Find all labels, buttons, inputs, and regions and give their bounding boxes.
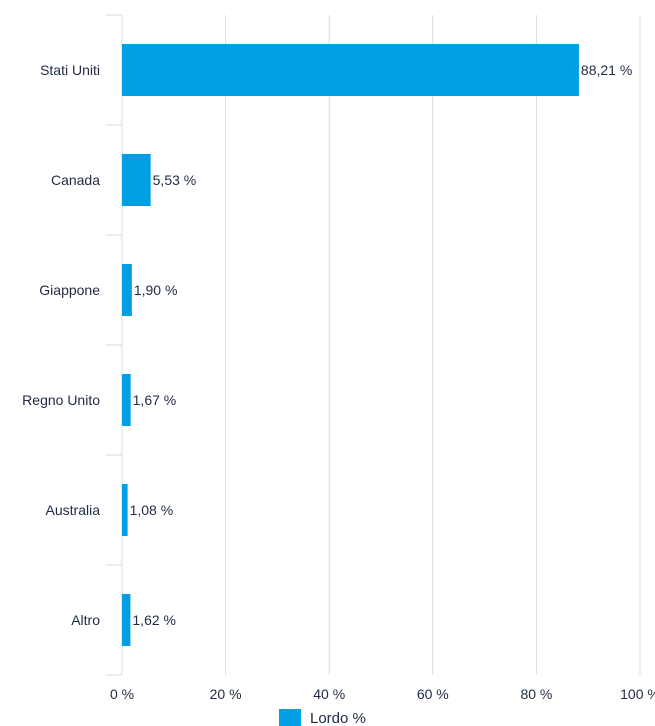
labels-layer: 0 % 20 % 40 % 60 % 80 % 100 % Stati Uniti 88,21… (22, 62, 655, 702)
data-label: 1,67 % (133, 392, 177, 408)
x-tick-label: 60 % (417, 686, 449, 702)
bar[interactable] (122, 44, 579, 96)
legend[interactable]: Lordo % (279, 709, 366, 726)
bar[interactable] (122, 374, 131, 426)
data-label: 5,53 % (153, 172, 197, 188)
data-label: 1,62 % (132, 612, 176, 628)
x-tick-label: 0 % (110, 686, 134, 702)
bar[interactable] (122, 484, 128, 536)
category-label: Stati Uniti (40, 62, 100, 78)
x-tick-label: 100 % (620, 686, 655, 702)
x-tick-label: 80 % (520, 686, 552, 702)
category-label: Giappone (39, 282, 100, 298)
data-label: 1,90 % (134, 282, 178, 298)
grid-layer (106, 14, 641, 676)
data-label: 1,08 % (130, 502, 174, 518)
bar[interactable] (122, 264, 132, 316)
bar[interactable] (122, 154, 151, 206)
category-label: Canada (51, 172, 100, 188)
bars-layer (122, 44, 579, 646)
bar[interactable] (122, 594, 131, 646)
category-label: Regno Unito (22, 392, 100, 408)
data-label: 88,21 % (581, 62, 632, 78)
x-tick-label: 40 % (313, 686, 345, 702)
legend-swatch (279, 709, 301, 726)
category-label: Altro (71, 612, 100, 628)
x-tick-label: 20 % (210, 686, 242, 702)
category-label: Australia (46, 502, 101, 518)
legend-label: Lordo % (310, 710, 366, 726)
